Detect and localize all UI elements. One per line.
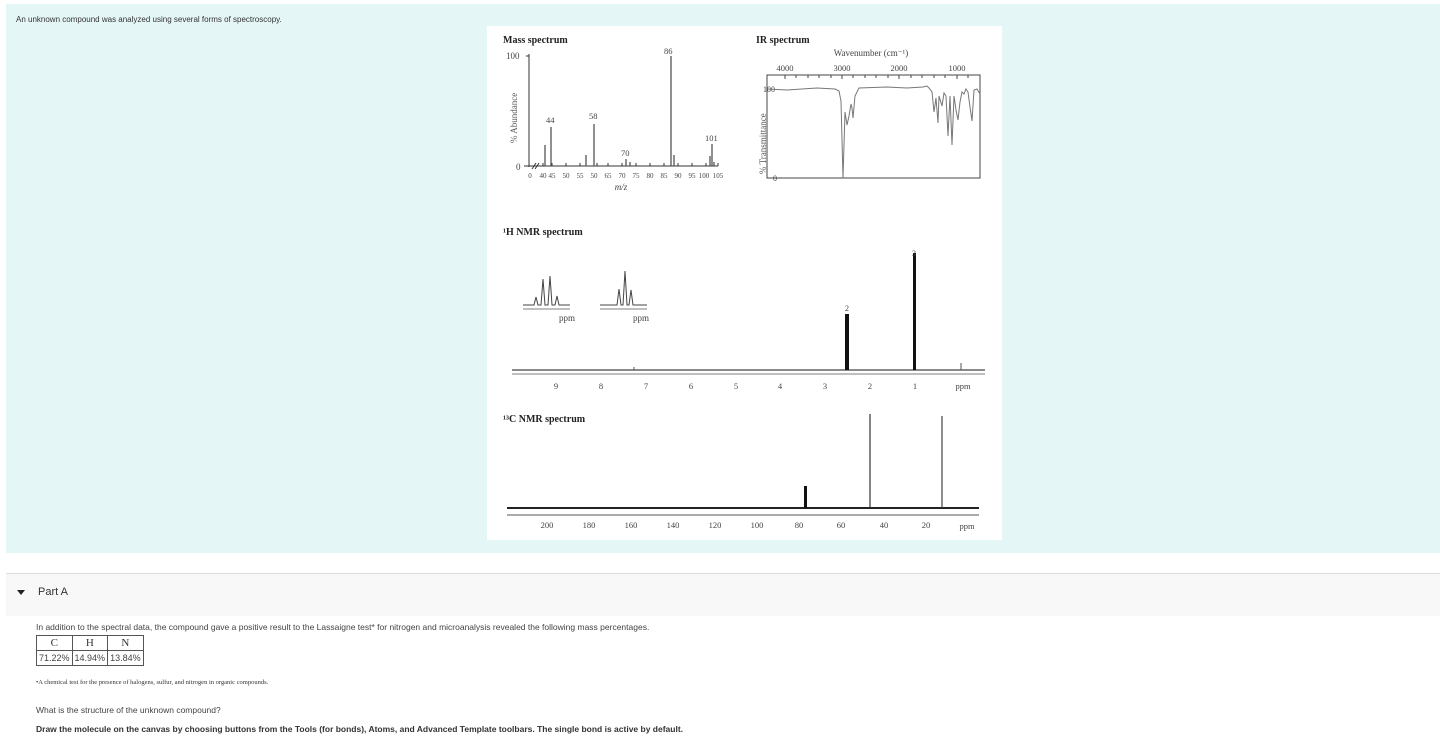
mass-spectrum-title: Mass spectrum [503, 35, 568, 46]
composition-table: C H N 71.22% 14.94% 13.84% [36, 635, 144, 666]
value-n: 13.84% [107, 650, 144, 666]
value-c: 71.22% [36, 650, 73, 666]
svg-text:4000: 4000 [777, 63, 794, 73]
svg-text:5: 5 [734, 381, 738, 391]
svg-text:% Transmittance: % Transmittance [758, 113, 768, 174]
svg-text:20: 20 [922, 520, 931, 530]
svg-text:1: 1 [913, 381, 917, 391]
svg-text:3: 3 [823, 381, 827, 391]
svg-text:6: 6 [689, 381, 693, 391]
header-c: C [36, 635, 73, 651]
svg-text:8: 8 [599, 381, 603, 391]
footnote: •A chemical test for the presence of hal… [36, 679, 269, 686]
svg-text:105: 105 [713, 172, 724, 180]
svg-text:3: 3 [912, 249, 916, 258]
svg-text:ppm: ppm [955, 381, 971, 391]
svg-text:58: 58 [589, 111, 598, 121]
svg-text:100: 100 [751, 520, 764, 530]
svg-text:180: 180 [583, 520, 596, 530]
svg-text:m/z: m/z [615, 182, 628, 192]
svg-text:40: 40 [540, 172, 548, 180]
svg-text:50: 50 [563, 172, 571, 180]
svg-text:7: 7 [644, 381, 648, 391]
ir-spectrum: IR spectrum Wavenumber (cm⁻¹) 4000 3000 … [756, 35, 981, 183]
svg-text:IR spectrum: IR spectrum [756, 35, 810, 46]
collapse-caret-icon[interactable] [17, 590, 25, 595]
svg-text:80: 80 [647, 172, 655, 180]
instructions-text: Draw the molecule on the canvas by choos… [36, 724, 684, 734]
svg-text:ppm: ppm [959, 521, 975, 531]
part-a-header[interactable]: Part A [6, 573, 1440, 616]
svg-text:90: 90 [675, 172, 683, 180]
h-nmr-spectrum: ¹H NMR spectrum ppm ppm 2 3 [503, 227, 985, 391]
part-a-intro: In addition to the spectral data, the co… [36, 622, 650, 632]
svg-text:120: 120 [709, 520, 722, 530]
svg-text:85: 85 [661, 172, 669, 180]
svg-text:40: 40 [880, 520, 889, 530]
svg-text:200: 200 [541, 520, 554, 530]
svg-text:101: 101 [705, 133, 718, 143]
svg-text:0: 0 [528, 172, 532, 180]
svg-text:2: 2 [845, 304, 849, 313]
svg-text:86: 86 [664, 46, 673, 56]
svg-text:100: 100 [506, 51, 520, 61]
svg-text:¹³C NMR spectrum: ¹³C NMR spectrum [503, 414, 586, 425]
svg-text:55: 55 [577, 172, 585, 180]
svg-text:0: 0 [773, 174, 777, 183]
svg-text:60: 60 [837, 520, 846, 530]
svg-text:80: 80 [795, 520, 804, 530]
svg-text:70: 70 [619, 172, 627, 180]
svg-text:95: 95 [689, 172, 697, 180]
part-a-content: In addition to the spectral data, the co… [36, 622, 683, 734]
header-n: N [107, 635, 144, 651]
mass-spectrum: Mass spectrum 100 0 % Abundance [503, 35, 724, 192]
value-h: 14.94% [71, 650, 109, 666]
svg-text:ppm: ppm [633, 313, 649, 323]
svg-text:100: 100 [699, 172, 710, 180]
svg-text:140: 140 [667, 520, 680, 530]
svg-text:50: 50 [591, 172, 599, 180]
intro-text: An unknown compound was analyzed using s… [16, 15, 282, 24]
svg-text:45: 45 [549, 172, 557, 180]
svg-text:1000: 1000 [949, 63, 966, 73]
question-text: What is the structure of the unknown com… [36, 705, 221, 715]
problem-intro-panel: An unknown compound was analyzed using s… [6, 4, 1440, 553]
svg-text:ppm: ppm [559, 313, 575, 323]
svg-text:44: 44 [546, 115, 555, 125]
svg-text:70: 70 [621, 148, 630, 158]
svg-text:9: 9 [554, 381, 558, 391]
svg-text:Wavenumber (cm⁻¹): Wavenumber (cm⁻¹) [834, 48, 908, 58]
svg-text:75: 75 [633, 172, 641, 180]
svg-text:0: 0 [516, 162, 521, 172]
svg-text:160: 160 [625, 520, 638, 530]
spectra-figure: Mass spectrum 100 0 % Abundance [487, 26, 1002, 540]
svg-text:2: 2 [868, 381, 872, 391]
svg-text:¹H NMR spectrum: ¹H NMR spectrum [503, 227, 583, 238]
svg-text:2000: 2000 [891, 63, 908, 73]
mass-ylabel: % Abundance [509, 93, 519, 143]
svg-text:65: 65 [605, 172, 613, 180]
part-a-label[interactable]: Part A [38, 586, 68, 598]
c-nmr-spectrum: ¹³C NMR spectrum 200 180 160 140 120 100… [503, 414, 979, 531]
svg-text:4: 4 [778, 381, 783, 391]
header-h: H [71, 635, 109, 651]
svg-text:3000: 3000 [834, 63, 851, 73]
